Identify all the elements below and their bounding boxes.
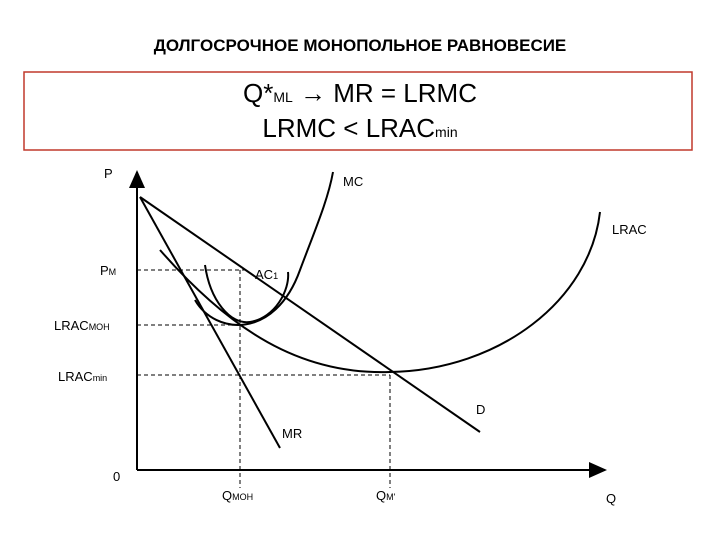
demand-curve	[139, 196, 481, 433]
text-part: min	[435, 124, 458, 140]
mc-curve	[194, 171, 334, 326]
text-part: Q	[376, 488, 386, 503]
text-part: МОН	[89, 322, 110, 332]
y-label: LRACmin	[58, 369, 107, 384]
y-label: LRACМОН	[54, 318, 110, 333]
origin-label: 0	[113, 469, 120, 484]
mr-curve	[139, 196, 281, 449]
text-part: M	[109, 267, 117, 277]
text-part: LRAC	[54, 318, 89, 333]
text-part: → MR = LRMC	[293, 78, 477, 108]
text-part: min	[93, 373, 108, 383]
text-part: ML	[273, 89, 293, 105]
text-part: AC	[255, 267, 273, 282]
curve-label: MC	[343, 174, 363, 189]
text-part: LRMC < LRAC	[262, 113, 435, 143]
text-part: M'	[386, 492, 395, 502]
formula-box	[23, 71, 693, 151]
curve-label: AC1	[255, 267, 278, 282]
text-part: P	[100, 263, 109, 278]
lrac-curve	[159, 211, 601, 374]
text-part: Q	[222, 488, 232, 503]
curve-label: D	[476, 402, 485, 417]
curve-label: MR	[282, 426, 302, 441]
x-label: QM'	[376, 488, 396, 503]
axis-label: Q	[606, 491, 616, 506]
text-part: МОН	[232, 492, 253, 502]
formula-line: LRMC < LRACmin	[262, 113, 457, 143]
text-part: Q*	[243, 78, 273, 108]
curve-label: LRAC	[612, 222, 647, 237]
ac1-curve	[204, 264, 290, 324]
title: ДОЛГОСРОЧНОЕ МОНОПОЛЬНОЕ РАВНОВЕСИЕ	[154, 36, 567, 55]
text-part: LRAC	[58, 369, 93, 384]
formula-line: Q*ML → MR = LRMC	[243, 78, 477, 108]
y-label: PM	[100, 263, 116, 278]
text-part: 1	[273, 271, 278, 281]
x-label: QМОН	[222, 488, 253, 503]
axis-label: P	[104, 166, 113, 181]
